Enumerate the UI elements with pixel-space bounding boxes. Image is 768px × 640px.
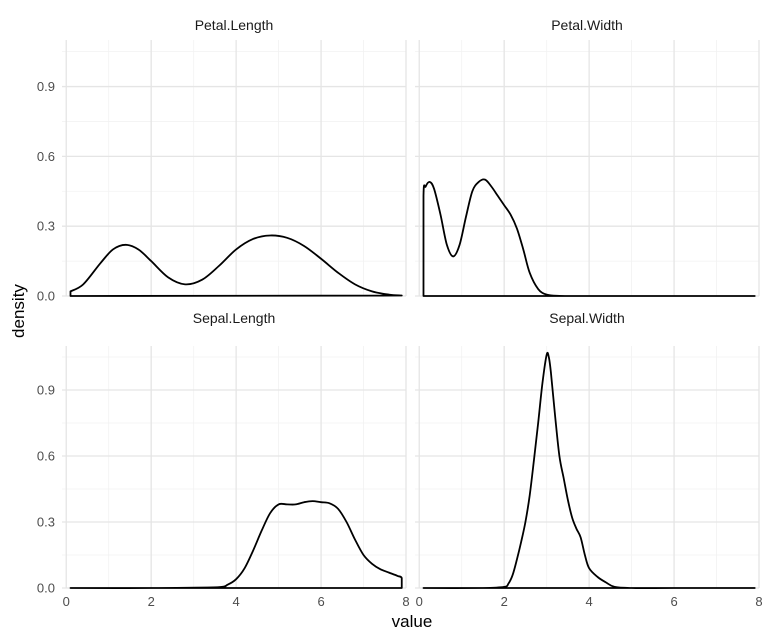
panel-3: Sepal.Length 0.0 0.3 0.6 0.9 0 2 4 6 8 — [37, 310, 410, 609]
x-tick-label: 0 — [63, 594, 70, 609]
density-curve — [69, 500, 403, 589]
panel-2: Petal.Width — [415, 17, 760, 297]
x-tick-label: 6 — [317, 594, 324, 609]
y-axis-title: density — [9, 284, 28, 338]
panel-4: Sepal.Width 0 2 4 6 8 — [415, 310, 763, 609]
x-tick-label: 4 — [586, 594, 593, 609]
x-tick-label: 6 — [670, 594, 677, 609]
x-axis-title: value — [392, 612, 433, 631]
x-tick-label: 8 — [402, 594, 409, 609]
panel-title: Petal.Length — [195, 17, 274, 33]
y-tick-label: 0.0 — [37, 289, 55, 304]
density-curve — [422, 351, 756, 589]
panel-title: Sepal.Width — [549, 310, 624, 326]
y-tick-label: 0.6 — [37, 149, 55, 164]
y-tick-label: 0.3 — [37, 515, 55, 530]
y-tick-label: 0.3 — [37, 219, 55, 234]
panel-1: Petal.Length 0.0 0.3 0.6 0.9 — [37, 17, 407, 304]
panel-title: Sepal.Length — [193, 310, 276, 326]
y-tick-label: 0.0 — [37, 581, 55, 596]
density-curve — [422, 178, 756, 297]
x-tick-label: 2 — [501, 594, 508, 609]
y-tick-label: 0.9 — [37, 79, 55, 94]
y-tick-label: 0.9 — [37, 383, 55, 398]
x-tick-label: 4 — [233, 594, 240, 609]
density-curve — [69, 234, 403, 297]
x-tick-label: 2 — [148, 594, 155, 609]
x-tick-label: 0 — [416, 594, 423, 609]
y-tick-label: 0.6 — [37, 449, 55, 464]
panels-layer: Petal.Length 0.0 0.3 0.6 0.9 Petal.Width Sepal… — [37, 17, 763, 609]
x-tick-label: 8 — [755, 594, 762, 609]
panel-title: Petal.Width — [551, 17, 623, 33]
